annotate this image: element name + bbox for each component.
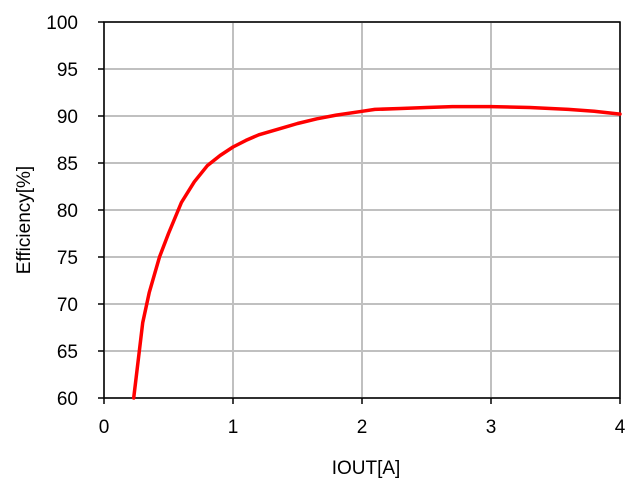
grid-lines xyxy=(103,21,621,399)
y-tick-label: 80 xyxy=(57,201,78,222)
x-tick-label: 0 xyxy=(99,417,110,438)
y-tick-label: 95 xyxy=(57,60,78,81)
y-tick-label: 75 xyxy=(57,248,78,269)
y-tick-label: 60 xyxy=(57,389,78,410)
y-tick-label: 100 xyxy=(46,13,78,34)
x-tick-label: 4 xyxy=(615,417,626,438)
y-axis-label: Efficiency[%] xyxy=(14,166,35,274)
x-axis-label: IOUT[A] xyxy=(332,458,401,479)
y-tick-label: 85 xyxy=(57,154,78,175)
y-tick-label: 70 xyxy=(57,295,78,316)
y-tick-label: 65 xyxy=(57,342,78,363)
y-tick-label: 90 xyxy=(57,107,78,128)
y-axis-ticks: 60 65 70 75 80 85 90 95 100 xyxy=(46,13,104,410)
x-tick-label: 3 xyxy=(486,417,497,438)
x-tick-label: 2 xyxy=(357,417,368,438)
x-axis-ticks: 0 1 2 3 4 xyxy=(99,398,626,438)
x-tick-label: 1 xyxy=(228,417,239,438)
efficiency-curve xyxy=(131,104,622,400)
